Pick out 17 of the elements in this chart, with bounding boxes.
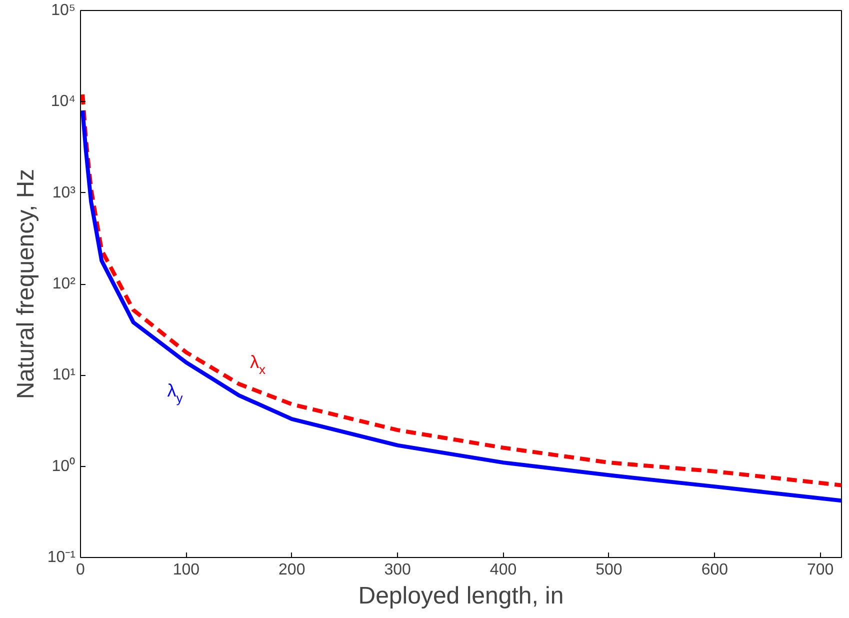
x-tick-label: 400 <box>490 562 517 578</box>
x-tick-label: 200 <box>278 562 306 578</box>
y-tick-label: 10¹ <box>52 366 76 384</box>
y-tick-label: 10⁰ <box>52 456 76 475</box>
x-tick-label: 700 <box>807 562 834 578</box>
y-tick-label: 10⁵ <box>51 2 76 19</box>
y-tick-label: 10³ <box>52 184 76 202</box>
x-tick-label: 0 <box>76 562 86 578</box>
x-tick-label: 600 <box>701 562 728 578</box>
x-tick-label: 100 <box>172 562 200 578</box>
y-axis-title: Natural frequency, Hz <box>12 168 40 400</box>
y-tick-label: 10⁴ <box>50 93 76 110</box>
y-tick-label: 10⁻¹ <box>47 549 76 566</box>
x-axis-title: Deployed length, in <box>358 582 564 610</box>
y-tick-label: 10² <box>52 276 76 292</box>
x-tick-label: 300 <box>384 562 412 578</box>
x-tick-label: 500 <box>596 562 622 578</box>
